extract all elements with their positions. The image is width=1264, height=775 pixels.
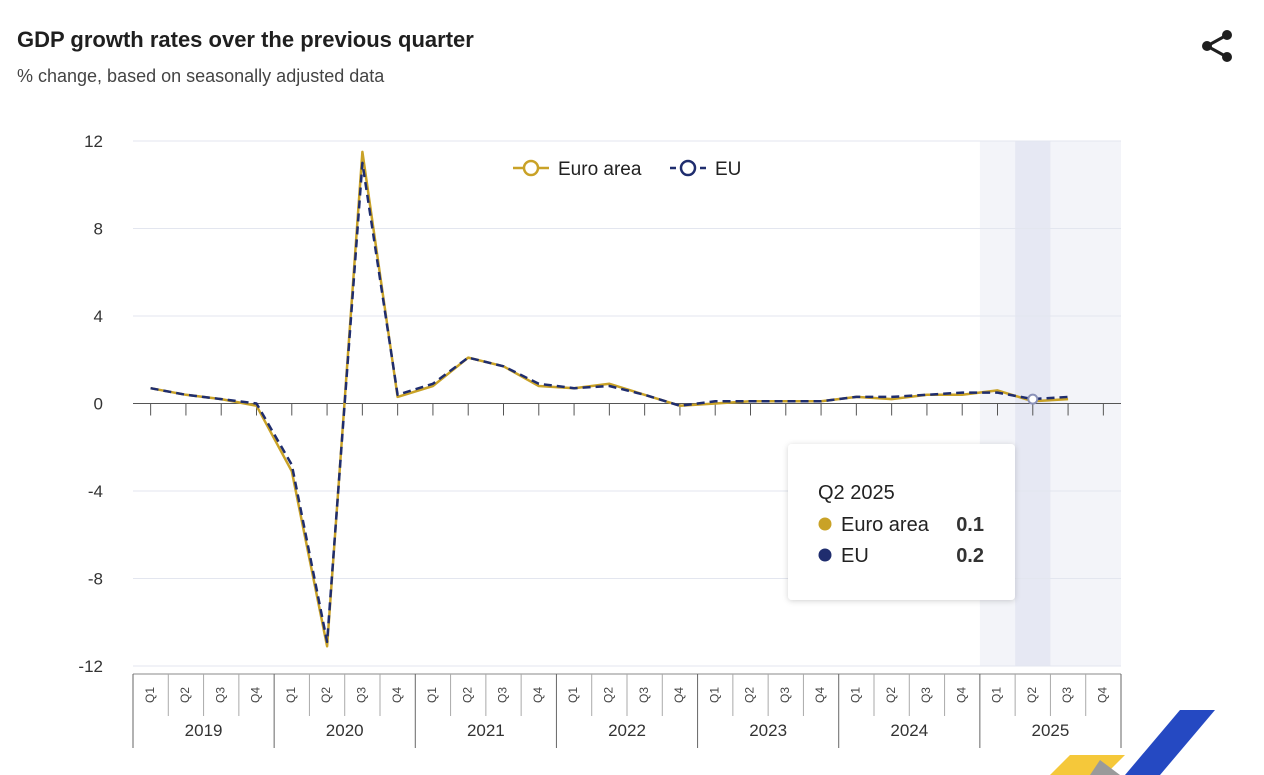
x-tick-label-quarter: Q2 [460, 687, 474, 703]
tooltip-dot [818, 548, 832, 562]
x-tick-label-quarter: Q3 [496, 687, 510, 703]
series-line-euro-area [150, 150, 1069, 648]
y-tick-label: -12 [78, 657, 103, 676]
x-tick-label-quarter: Q3 [919, 687, 933, 703]
x-tick-label-quarter: Q3 [355, 687, 369, 703]
x-tick-label-quarter: Q3 [213, 687, 227, 703]
legend-marker-eu [679, 159, 697, 177]
tooltip-row-label: EU [841, 545, 869, 567]
x-tick-label-quarter: Q2 [743, 687, 757, 703]
tooltip-row-label: Euro area [841, 514, 930, 536]
tooltip-box [788, 444, 1015, 600]
x-tick-label-quarter: Q1 [707, 687, 721, 703]
share-icon[interactable] [1199, 28, 1235, 64]
x-tick-label-year: 2022 [608, 721, 646, 740]
x-tick-label-quarter: Q2 [178, 687, 192, 703]
x-tick-label-year: 2025 [1032, 721, 1070, 740]
x-tick-label-quarter: Q4 [531, 687, 545, 703]
x-tick-label-quarter: Q2 [884, 687, 898, 703]
series-line-eu [150, 161, 1069, 644]
chart-subtitle: % change, based on seasonally adjusted d… [17, 66, 385, 86]
chart-title: GDP growth rates over the previous quart… [17, 27, 474, 52]
x-tick-label-quarter: Q4 [390, 687, 404, 703]
x-tick-label-quarter: Q3 [637, 687, 651, 703]
tooltip-title: Q2 2025 [818, 482, 895, 504]
tooltip-dot [818, 517, 832, 531]
x-tick-label-quarter: Q1 [990, 687, 1004, 703]
x-tick-label-quarter: Q1 [284, 687, 298, 703]
x-tick-label-quarter: Q4 [813, 687, 827, 703]
x-tick-label-quarter: Q2 [1025, 687, 1039, 703]
legend-label-eu: EU [715, 159, 741, 180]
x-tick-label-quarter: Q3 [1060, 687, 1074, 703]
tooltip-row-value: 0.1 [956, 514, 984, 536]
legend-label-euro-area: Euro area [558, 159, 642, 180]
y-tick-label: 4 [94, 307, 103, 326]
x-tick-label-quarter: Q1 [425, 687, 439, 703]
y-tick-label: 12 [84, 132, 103, 151]
highlight-point-marker [1027, 393, 1039, 405]
x-tick-label-year: 2024 [890, 721, 928, 740]
x-tick-label-quarter: Q1 [566, 687, 580, 703]
x-tick-label-year: 2020 [326, 721, 364, 740]
x-tick-label-quarter: Q2 [602, 687, 616, 703]
legend-marker-euro-area [522, 159, 540, 177]
x-tick-label-year: 2019 [185, 721, 223, 740]
x-tick-label-quarter: Q1 [849, 687, 863, 703]
x-tick-label-quarter: Q1 [143, 687, 157, 703]
y-tick-label: -8 [88, 570, 103, 589]
y-tick-label: 0 [94, 395, 103, 414]
y-tick-label: 8 [94, 220, 103, 239]
x-tick-label-quarter: Q4 [954, 687, 968, 703]
eurostat-logo-mark [1050, 710, 1215, 775]
x-tick-label-quarter: Q4 [672, 687, 686, 703]
x-tick-label-quarter: Q4 [249, 687, 263, 703]
x-tick-label-quarter: Q3 [778, 687, 792, 703]
x-tick-label-quarter: Q4 [1096, 687, 1110, 703]
tooltip-row-value: 0.2 [956, 545, 984, 567]
x-tick-label-year: 2023 [749, 721, 787, 740]
x-tick-label-quarter: Q2 [319, 687, 333, 703]
y-tick-label: -4 [88, 482, 103, 501]
x-tick-label-year: 2021 [467, 721, 505, 740]
